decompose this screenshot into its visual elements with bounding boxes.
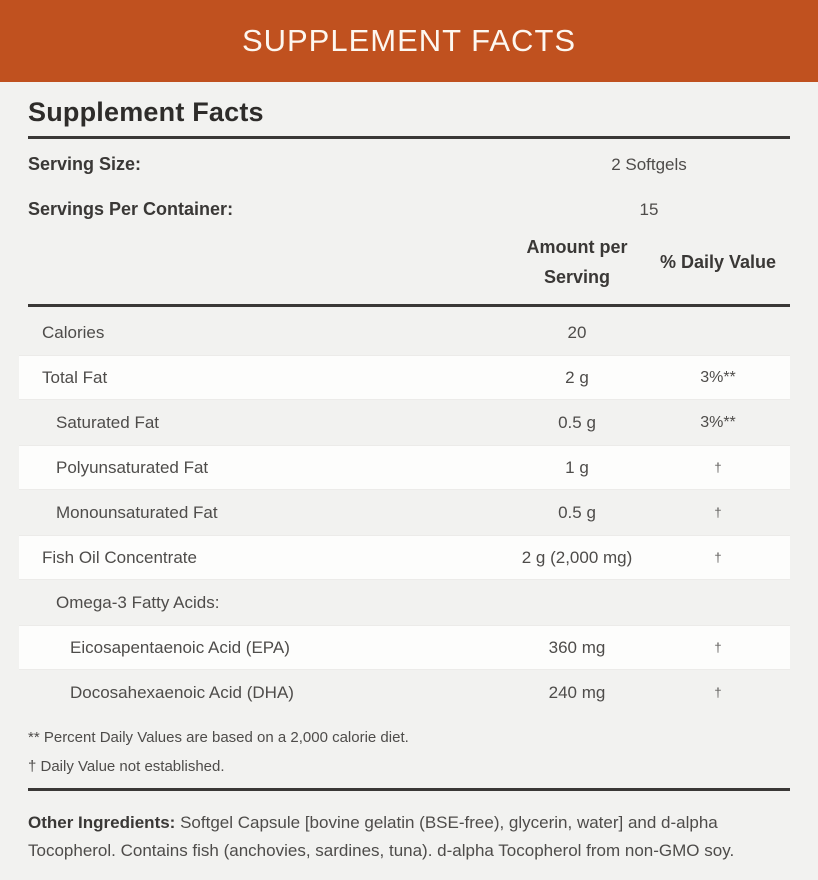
banner: SUPPLEMENT FACTS bbox=[0, 0, 818, 82]
table-row-dha: Docosahexaenoic Acid (DHA) 240 mg † bbox=[19, 670, 790, 715]
servings-per-container-value: 15 bbox=[639, 199, 659, 219]
panel-content: Supplement Facts Serving Size: 2 Softgel… bbox=[0, 97, 818, 865]
nutrient-name: Polyunsaturated Fat bbox=[56, 457, 209, 477]
nutrient-amount: 0.5 g bbox=[558, 502, 596, 522]
nutrient-daily-value: 3%** bbox=[700, 368, 736, 386]
nutrient-name: Saturated Fat bbox=[56, 412, 160, 432]
divider-above-other-ingredients bbox=[28, 788, 790, 791]
footnote-daily-value-not-established: † Daily Value not established. bbox=[28, 758, 225, 775]
divider-under-columns bbox=[28, 304, 790, 307]
nutrient-name: Omega-3 Fatty Acids: bbox=[56, 592, 220, 612]
table-row-saturated-fat: Saturated Fat 0.5 g 3%** bbox=[19, 400, 790, 445]
table-row-omega3-fatty-acids: Omega-3 Fatty Acids: bbox=[19, 580, 790, 625]
nutrient-amount: 1 g bbox=[565, 457, 589, 477]
nutrient-daily-value: 3%** bbox=[700, 413, 736, 431]
nutrient-amount: 360 mg bbox=[548, 637, 606, 657]
column-header-amount: Amount per Serving bbox=[526, 237, 628, 287]
table-row-epa: Eicosapentaenoic Acid (EPA) 360 mg † bbox=[19, 625, 790, 670]
serving-size-row: Serving Size: 2 Softgels bbox=[28, 142, 790, 187]
nutrient-name: Monounsaturated Fat bbox=[56, 502, 218, 522]
nutrient-daily-value: † bbox=[714, 460, 722, 475]
divider-under-title bbox=[28, 136, 790, 139]
other-ingredients-text: Softgel Capsule [bovine gelatin (BSE-fre… bbox=[28, 813, 735, 860]
column-headers: Amount per Serving % Daily Value bbox=[19, 232, 790, 294]
servings-per-container-row: Servings Per Container: 15 bbox=[28, 187, 790, 232]
nutrient-daily-value: † bbox=[714, 640, 722, 655]
other-ingredients: Other Ingredients: Softgel Capsule [bovi… bbox=[28, 809, 790, 865]
nutrient-daily-value: † bbox=[714, 685, 722, 700]
nutrient-name: Total Fat bbox=[42, 367, 108, 387]
footnote-percent-daily-values: ** Percent Daily Values are based on a 2… bbox=[28, 729, 409, 746]
nutrient-amount: 240 mg bbox=[548, 682, 606, 702]
column-header-daily-value: % Daily Value bbox=[659, 252, 777, 273]
nutrient-daily-value: † bbox=[714, 550, 722, 565]
other-ingredients-label: Other Ingredients: bbox=[28, 813, 176, 832]
nutrient-amount: 2 g bbox=[565, 367, 589, 387]
nutrient-name: Calories bbox=[42, 322, 105, 342]
table-row-monounsaturated-fat: Monounsaturated Fat 0.5 g † bbox=[19, 490, 790, 535]
nutrient-amount: 20 bbox=[567, 322, 587, 342]
table-row-fish-oil-concentrate: Fish Oil Concentrate 2 g (2,000 mg) † bbox=[19, 535, 790, 580]
serving-size-value: 2 Softgels bbox=[611, 154, 687, 174]
table-row-total-fat: Total Fat 2 g 3%** bbox=[19, 355, 790, 400]
table-row-calories: Calories 20 bbox=[19, 310, 790, 355]
nutrient-amount: 2 g (2,000 mg) bbox=[521, 547, 633, 567]
nutrient-name: Eicosapentaenoic Acid (EPA) bbox=[70, 637, 290, 657]
nutrient-name: Fish Oil Concentrate bbox=[42, 547, 197, 567]
nutrient-amount: 0.5 g bbox=[558, 412, 596, 432]
nutrient-name: Docosahexaenoic Acid (DHA) bbox=[70, 682, 294, 702]
serving-size-label: Serving Size: bbox=[28, 154, 142, 174]
servings-per-container-label: Servings Per Container: bbox=[28, 199, 234, 219]
table-row-polyunsaturated-fat: Polyunsaturated Fat 1 g † bbox=[19, 445, 790, 490]
nutrient-daily-value: † bbox=[714, 505, 722, 520]
banner-title: SUPPLEMENT FACTS bbox=[241, 23, 577, 58]
nutrient-table: Calories 20 Total Fat 2 g 3%** Saturated… bbox=[19, 310, 790, 715]
panel-title: Supplement Facts bbox=[28, 97, 264, 127]
serving-section: Serving Size: 2 Softgels Servings Per Co… bbox=[28, 142, 790, 232]
